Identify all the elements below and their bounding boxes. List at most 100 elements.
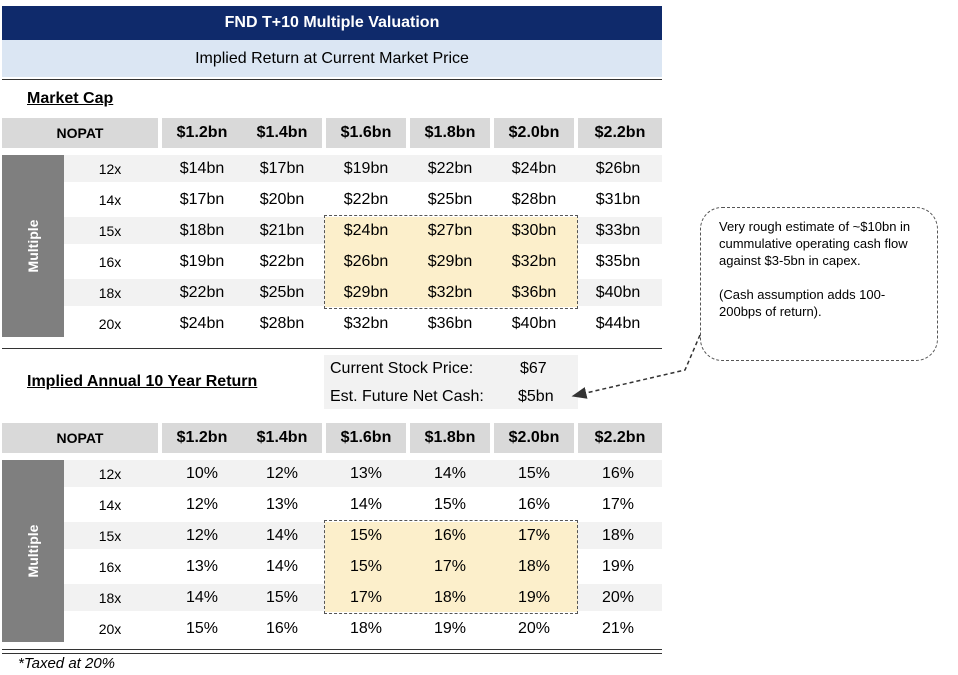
table-cell: 15%: [265, 588, 299, 606]
table-cell: $24bn: [179, 314, 225, 332]
table-row: [64, 491, 662, 518]
table-cell: $26bn: [343, 252, 389, 270]
table-cell: $30bn: [511, 221, 557, 239]
table-cell: $36bn: [427, 314, 473, 332]
column-header: $1.2bn: [162, 423, 242, 453]
table-cell: 16%: [265, 619, 299, 637]
table-cell: 13%: [185, 557, 219, 575]
table-cell: $33bn: [595, 221, 641, 239]
table-cell: 13%: [265, 495, 299, 513]
table-cell: 20%: [601, 588, 635, 606]
table-cell: 15%: [349, 526, 383, 544]
table-cell: $22bn: [343, 190, 389, 208]
table-cell: 12%: [185, 526, 219, 544]
table-cell: $17bn: [179, 190, 225, 208]
table-cell: 19%: [433, 619, 467, 637]
table-cell: 12%: [265, 464, 299, 482]
table-cell: 17%: [349, 588, 383, 606]
table-cell: 14%: [265, 526, 299, 544]
row-label: 12x: [98, 160, 122, 177]
table-cell: $25bn: [427, 190, 473, 208]
column-header: $2.0bn: [494, 423, 574, 453]
multiple-axis-bar: Multiple: [2, 460, 64, 642]
table-cell: $17bn: [259, 159, 305, 177]
table-cell: 14%: [349, 495, 383, 513]
table-cell: $20bn: [259, 190, 305, 208]
stock-price-label: Current Stock Price:: [330, 360, 474, 377]
column-header: $1.6bn: [326, 118, 406, 148]
nopat-header: NOPAT: [2, 118, 158, 148]
table-cell: $32bn: [427, 283, 473, 301]
table-header-row: NOPAT $1.2bn $1.4bn $1.6bn $1.8bn $2.0bn $2.2b…: [2, 423, 662, 453]
table-cell: 18%: [349, 619, 383, 637]
table-cell: 12%: [185, 495, 219, 513]
callout-note: Very rough estimate of ~$10bn in cummula…: [700, 207, 938, 361]
highlight-region: [325, 217, 578, 307]
row-label: 18x: [98, 284, 122, 301]
table-cell: $31bn: [595, 190, 641, 208]
table-cell: $40bn: [511, 314, 557, 332]
table-cell: $14bn: [179, 159, 225, 177]
table-cell: 10%: [185, 464, 219, 482]
table-cell: $22bn: [259, 252, 305, 270]
column-header: $1.8bn: [410, 423, 490, 453]
row-label: 20x: [98, 315, 122, 332]
table-cell: 16%: [433, 526, 467, 544]
callout-text: Very rough estimate of ~$10bn in cummula…: [719, 219, 911, 268]
table-header-row: NOPAT $1.2bn $1.4bn $1.6bn $1.8bn $2.0bn $2.2b…: [2, 118, 662, 148]
table-cell: $26bn: [595, 159, 641, 177]
divider: [2, 348, 662, 349]
stock-price-value: $67: [520, 360, 547, 377]
table-cell: 14%: [185, 588, 219, 606]
highlight-border: [324, 520, 578, 614]
divider: [2, 79, 662, 80]
column-header: $2.2bn: [578, 423, 662, 453]
callout-text: (Cash assumption adds 100-200bps of retu…: [719, 287, 886, 319]
implied-return-heading: Implied Annual 10 Year Return: [27, 373, 258, 390]
row-label: 20x: [98, 620, 122, 637]
table-cell: $35bn: [595, 252, 641, 270]
table-cell: $29bn: [427, 252, 473, 270]
table-cell: $44bn: [595, 314, 641, 332]
row-label: 14x: [98, 191, 122, 208]
table-row: [64, 615, 662, 642]
table-cell: $27bn: [427, 221, 473, 239]
assumptions-box: Current Stock Price: $67 Est. Future Net…: [324, 355, 578, 409]
table-cell: 15%: [517, 464, 551, 482]
table-cell: $19bn: [343, 159, 389, 177]
multiple-axis-bar: Multiple: [2, 155, 64, 337]
table-cell: 14%: [433, 464, 467, 482]
table-cell: 19%: [601, 557, 635, 575]
table-row: [64, 460, 662, 487]
divider: [2, 649, 662, 650]
highlight-region: [325, 522, 578, 612]
table-cell: 17%: [433, 557, 467, 575]
table-cell: 16%: [601, 464, 635, 482]
table-cell: 13%: [349, 464, 383, 482]
column-header: $1.6bn: [326, 423, 406, 453]
column-header: $2.0bn: [494, 118, 574, 148]
column-header: $1.4bn: [242, 118, 322, 148]
table-cell: 15%: [433, 495, 467, 513]
market-cap-heading: Market Cap: [27, 90, 114, 107]
table-row: [64, 155, 662, 182]
table-cell: $21bn: [259, 221, 305, 239]
table-cell: $18bn: [179, 221, 225, 239]
row-label: 16x: [98, 558, 122, 575]
row-label: 14x: [98, 496, 122, 513]
table-cell: 18%: [601, 526, 635, 544]
column-header: $1.8bn: [410, 118, 490, 148]
row-label: 18x: [98, 589, 122, 606]
table-cell: $32bn: [343, 314, 389, 332]
table-cell: $24bn: [343, 221, 389, 239]
table-cell: 17%: [517, 526, 551, 544]
row-label: 12x: [98, 465, 122, 482]
column-header: $1.2bn: [162, 118, 242, 148]
table-cell: 18%: [433, 588, 467, 606]
column-header: $2.2bn: [578, 118, 662, 148]
divider: [2, 653, 662, 654]
footnote: *Taxed at 20%: [18, 655, 116, 672]
net-cash-label: Est. Future Net Cash:: [330, 388, 484, 405]
table-cell: $25bn: [259, 283, 305, 301]
